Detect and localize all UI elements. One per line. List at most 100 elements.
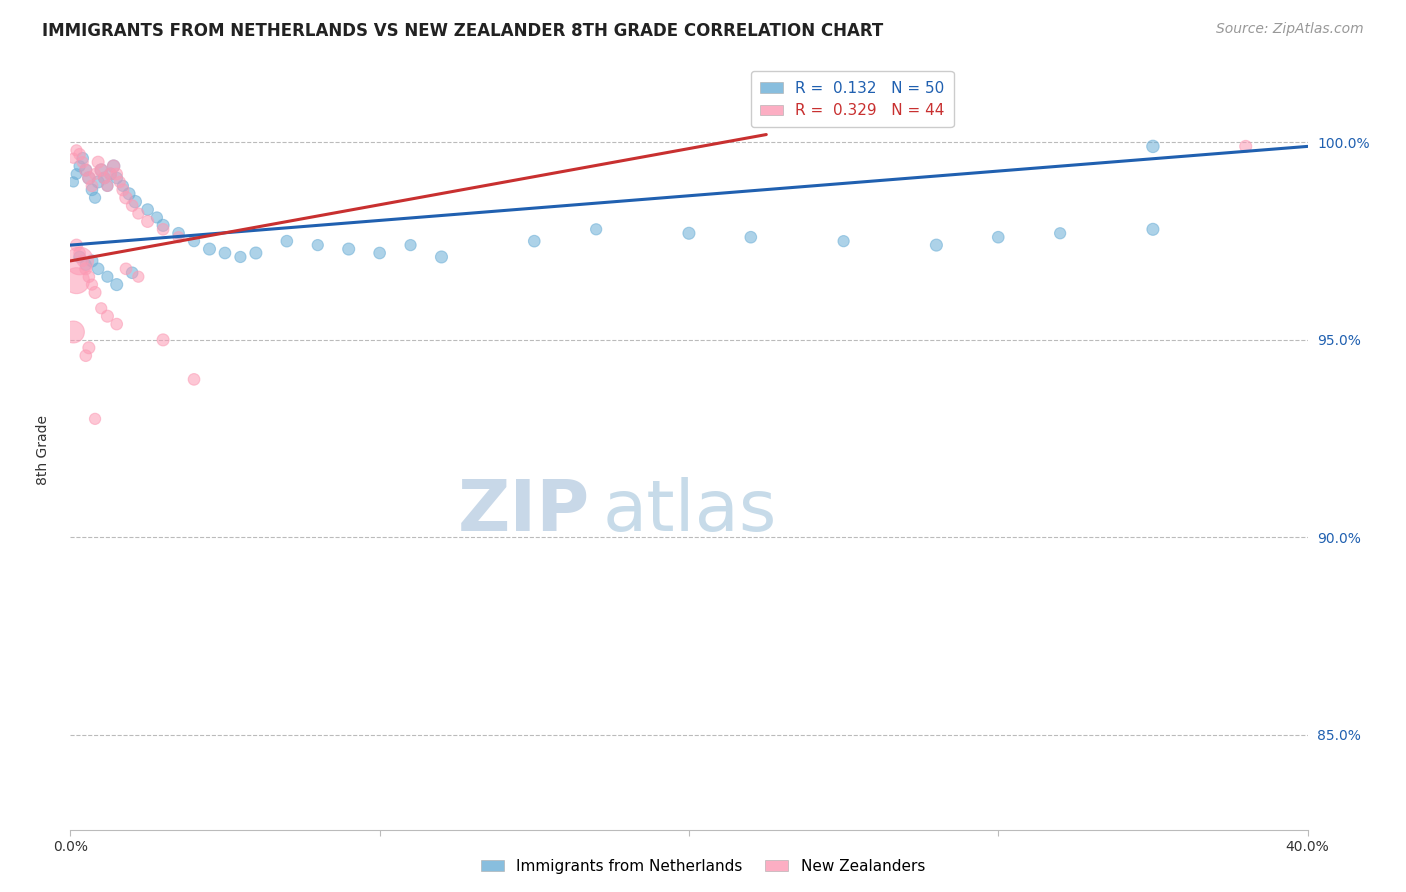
Point bbox=[80, 277, 103, 292]
Point bbox=[77, 341, 100, 355]
Point bbox=[124, 194, 146, 209]
Point bbox=[69, 253, 91, 268]
Point bbox=[146, 211, 169, 225]
Point bbox=[152, 333, 174, 347]
Point bbox=[740, 230, 762, 244]
Point bbox=[127, 269, 149, 284]
Point bbox=[115, 191, 138, 205]
Point bbox=[69, 147, 91, 161]
Point bbox=[183, 372, 205, 386]
Point bbox=[430, 250, 453, 264]
Point bbox=[105, 167, 128, 181]
Point bbox=[65, 274, 87, 288]
Point bbox=[90, 163, 112, 178]
Point bbox=[1142, 139, 1164, 153]
Point bbox=[307, 238, 329, 252]
Point bbox=[87, 261, 110, 276]
Point bbox=[72, 151, 94, 165]
Point bbox=[105, 277, 128, 292]
Point bbox=[585, 222, 607, 236]
Point bbox=[90, 301, 112, 316]
Point bbox=[832, 234, 855, 248]
Point bbox=[72, 155, 94, 169]
Point bbox=[925, 238, 948, 252]
Point bbox=[96, 269, 118, 284]
Point bbox=[75, 258, 97, 272]
Point bbox=[152, 222, 174, 236]
Point bbox=[62, 325, 84, 339]
Text: ZIP: ZIP bbox=[458, 476, 591, 546]
Point bbox=[84, 191, 107, 205]
Point bbox=[75, 261, 97, 276]
Point bbox=[111, 183, 134, 197]
Point bbox=[75, 349, 97, 363]
Point bbox=[105, 171, 128, 186]
Point bbox=[69, 159, 91, 173]
Point bbox=[87, 155, 110, 169]
Point bbox=[80, 183, 103, 197]
Point bbox=[118, 186, 141, 201]
Point bbox=[105, 317, 128, 331]
Point bbox=[523, 234, 546, 248]
Point bbox=[111, 178, 134, 193]
Point bbox=[399, 238, 422, 252]
Point bbox=[987, 230, 1010, 244]
Point bbox=[75, 163, 97, 178]
Point bbox=[1142, 222, 1164, 236]
Point bbox=[96, 178, 118, 193]
Point bbox=[84, 412, 107, 426]
Point bbox=[75, 163, 97, 178]
Text: 8th Grade: 8th Grade bbox=[37, 416, 51, 485]
Point bbox=[84, 167, 107, 181]
Point bbox=[214, 246, 236, 260]
Point bbox=[77, 269, 100, 284]
Point bbox=[368, 246, 391, 260]
Point bbox=[77, 171, 100, 186]
Point bbox=[80, 178, 103, 193]
Point bbox=[96, 309, 118, 323]
Point bbox=[84, 285, 107, 300]
Point bbox=[93, 171, 115, 186]
Point bbox=[108, 175, 131, 189]
Point bbox=[183, 234, 205, 248]
Text: Source: ZipAtlas.com: Source: ZipAtlas.com bbox=[1216, 22, 1364, 37]
Point bbox=[96, 178, 118, 193]
Point bbox=[90, 163, 112, 178]
Point bbox=[152, 219, 174, 233]
Point bbox=[100, 167, 122, 181]
Point bbox=[65, 167, 87, 181]
Text: IMMIGRANTS FROM NETHERLANDS VS NEW ZEALANDER 8TH GRADE CORRELATION CHART: IMMIGRANTS FROM NETHERLANDS VS NEW ZEALA… bbox=[42, 22, 883, 40]
Point bbox=[72, 253, 94, 268]
Point bbox=[121, 266, 143, 280]
Point bbox=[1049, 227, 1071, 241]
Point bbox=[69, 250, 91, 264]
Point bbox=[136, 214, 159, 228]
Point bbox=[121, 199, 143, 213]
Point bbox=[136, 202, 159, 217]
Point bbox=[100, 167, 122, 181]
Point bbox=[103, 159, 125, 173]
Point bbox=[678, 227, 700, 241]
Point bbox=[103, 159, 125, 173]
Point bbox=[69, 246, 91, 260]
Point bbox=[167, 230, 190, 244]
Legend: R =  0.132   N = 50, R =  0.329   N = 44: R = 0.132 N = 50, R = 0.329 N = 44 bbox=[751, 71, 953, 128]
Point bbox=[276, 234, 298, 248]
Legend: Immigrants from Netherlands, New Zealanders: Immigrants from Netherlands, New Zealand… bbox=[475, 853, 931, 880]
Point bbox=[198, 242, 221, 256]
Point bbox=[87, 175, 110, 189]
Point bbox=[245, 246, 267, 260]
Point bbox=[127, 206, 149, 220]
Text: atlas: atlas bbox=[602, 476, 776, 546]
Point bbox=[62, 151, 84, 165]
Point bbox=[65, 238, 87, 252]
Point bbox=[1234, 139, 1257, 153]
Point bbox=[337, 242, 360, 256]
Point bbox=[167, 227, 190, 241]
Point bbox=[80, 253, 103, 268]
Point bbox=[65, 144, 87, 158]
Point bbox=[93, 171, 115, 186]
Point bbox=[115, 261, 138, 276]
Point bbox=[77, 171, 100, 186]
Point bbox=[62, 175, 84, 189]
